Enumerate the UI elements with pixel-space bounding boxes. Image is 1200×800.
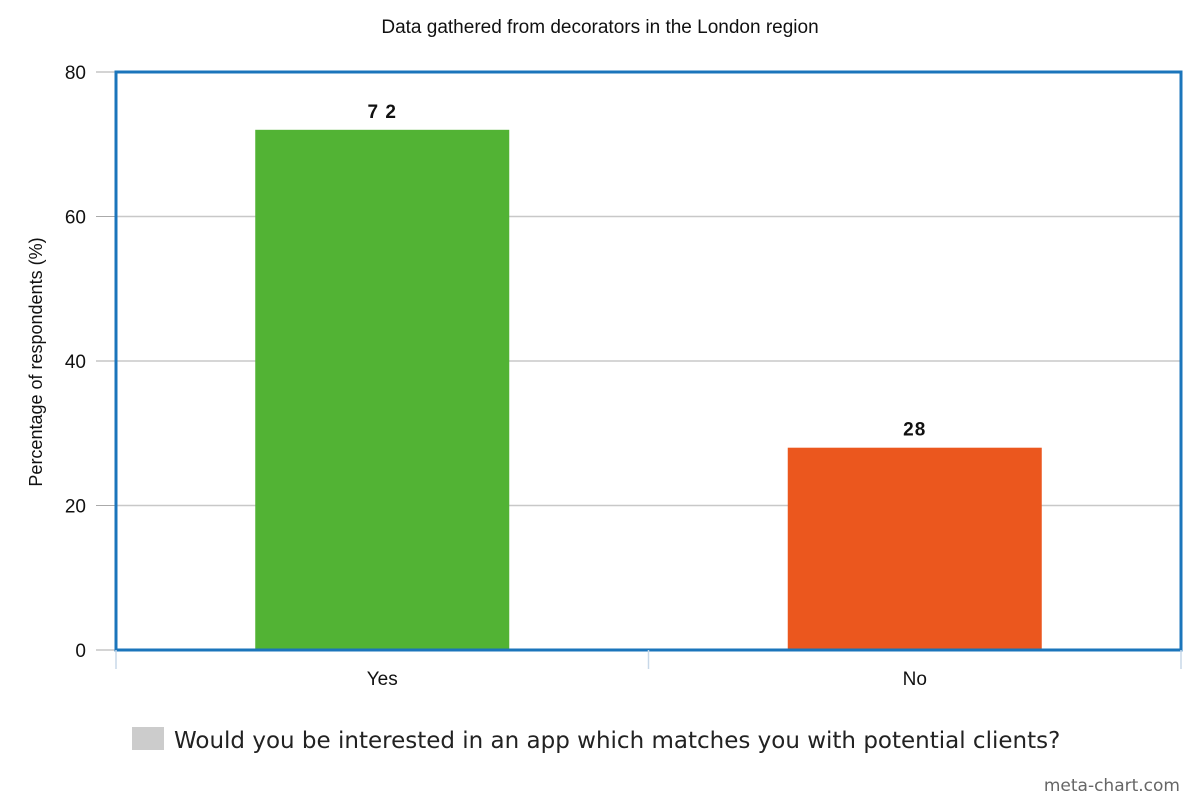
data-labels: 7 2 28 xyxy=(368,102,926,441)
legend-swatch xyxy=(132,727,164,750)
data-label-yes: 7 2 xyxy=(368,102,397,123)
y-axis-title: Percentage of respondents (%) xyxy=(26,237,46,486)
legend-label: Would you be interested in an app which … xyxy=(174,728,1060,754)
xtick-label-yes: Yes xyxy=(367,669,398,690)
bar-no xyxy=(787,447,1042,650)
chart-title: Data gathered from decorators in the Lon… xyxy=(381,17,818,38)
ytick-label-20: 20 xyxy=(65,497,86,518)
xtick-label-no: No xyxy=(903,669,927,690)
bar-yes xyxy=(255,129,510,651)
ytick-label-80: 80 xyxy=(65,63,86,84)
data-label-no: 28 xyxy=(903,420,926,441)
x-axis-ticks: Yes No xyxy=(115,650,1182,690)
ytick-label-0: 0 xyxy=(75,641,86,662)
credit-text: meta-chart.com xyxy=(1044,776,1180,796)
y-axis-ticks: 0 20 40 60 80 xyxy=(65,63,116,662)
ytick-label-40: 40 xyxy=(65,352,86,373)
bars xyxy=(255,129,1042,651)
ytick-label-60: 60 xyxy=(65,208,86,229)
